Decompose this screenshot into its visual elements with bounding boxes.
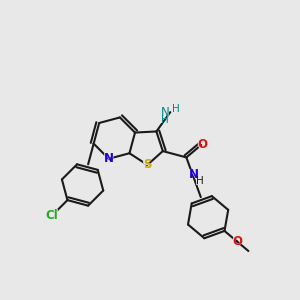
- Text: H: H: [172, 102, 181, 115]
- Text: S: S: [143, 158, 152, 171]
- Text: N: N: [103, 152, 115, 166]
- Text: Cl: Cl: [44, 209, 59, 223]
- Text: O: O: [197, 138, 208, 152]
- Text: Cl: Cl: [45, 209, 58, 222]
- Text: N: N: [104, 152, 114, 165]
- Text: H: H: [196, 176, 203, 186]
- Text: H: H: [160, 113, 170, 126]
- Text: N: N: [188, 168, 199, 182]
- Text: O: O: [232, 235, 242, 248]
- Text: N: N: [160, 106, 169, 119]
- Text: H: H: [161, 115, 169, 124]
- Text: H: H: [195, 175, 204, 188]
- Text: O: O: [231, 234, 243, 248]
- Text: O: O: [198, 139, 208, 152]
- Text: N: N: [160, 105, 170, 119]
- Text: H: H: [172, 103, 180, 114]
- Text: S: S: [142, 158, 152, 172]
- Text: N: N: [188, 168, 199, 181]
